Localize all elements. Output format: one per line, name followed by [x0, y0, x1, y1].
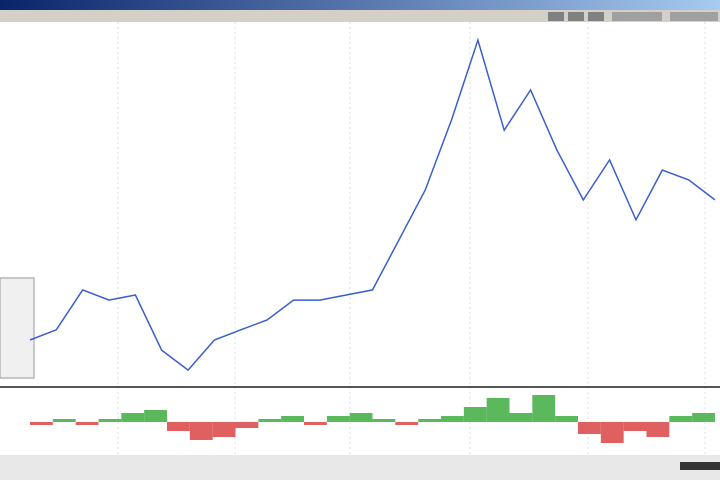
- oscillator-bar: [692, 413, 715, 422]
- oscillator-bar: [167, 422, 190, 431]
- oscillator-bar: [372, 419, 396, 422]
- oscillator-bar: [98, 419, 122, 422]
- oscillator-bar: [212, 422, 236, 437]
- oscillator-bar: [121, 413, 145, 422]
- grid: [117, 22, 706, 455]
- oscillator-bar: [418, 419, 441, 422]
- time-axis-marker: [680, 462, 720, 470]
- oscillator-bar: [189, 422, 213, 440]
- title-bar: [0, 0, 720, 10]
- oscillator-bar: [463, 407, 487, 422]
- price-line: [29, 37, 716, 372]
- oscillator-bar: [646, 422, 670, 437]
- toolbar-button[interactable]: [588, 12, 604, 21]
- price-scale-box: [0, 277, 35, 379]
- oscillator-bar: [578, 422, 601, 434]
- oscillator-bar: [600, 422, 624, 443]
- oscillator-bar: [281, 416, 304, 422]
- toolbar: [0, 10, 720, 22]
- oscillator-bar: [349, 413, 373, 422]
- oscillator-bar: [52, 419, 76, 422]
- oscillator-bar: [669, 416, 693, 422]
- oscillator-bar: [555, 416, 578, 422]
- oscillator-bar: [304, 422, 327, 425]
- oscillator-bar: [623, 422, 647, 431]
- oscillator-bar: [486, 398, 510, 422]
- oscillator-bar: [235, 422, 259, 428]
- oscillator-bar: [395, 422, 419, 425]
- oscillator-bar: [509, 413, 533, 422]
- oscillator-bar: [144, 410, 167, 422]
- oscillator-bar: [532, 395, 556, 422]
- toolbar-button[interactable]: [612, 12, 662, 21]
- toolbar-button[interactable]: [670, 12, 718, 21]
- oscillator-bar: [326, 416, 350, 422]
- oscillator-bar: [75, 422, 99, 425]
- price-panel: [0, 22, 720, 385]
- oscillator-bar: [30, 422, 53, 425]
- oscillator-bar: [441, 416, 464, 422]
- time-axis: [0, 455, 720, 480]
- toolbar-button[interactable]: [568, 12, 584, 21]
- toolbar-button[interactable]: [548, 12, 564, 21]
- oscillator-bar: [258, 419, 282, 422]
